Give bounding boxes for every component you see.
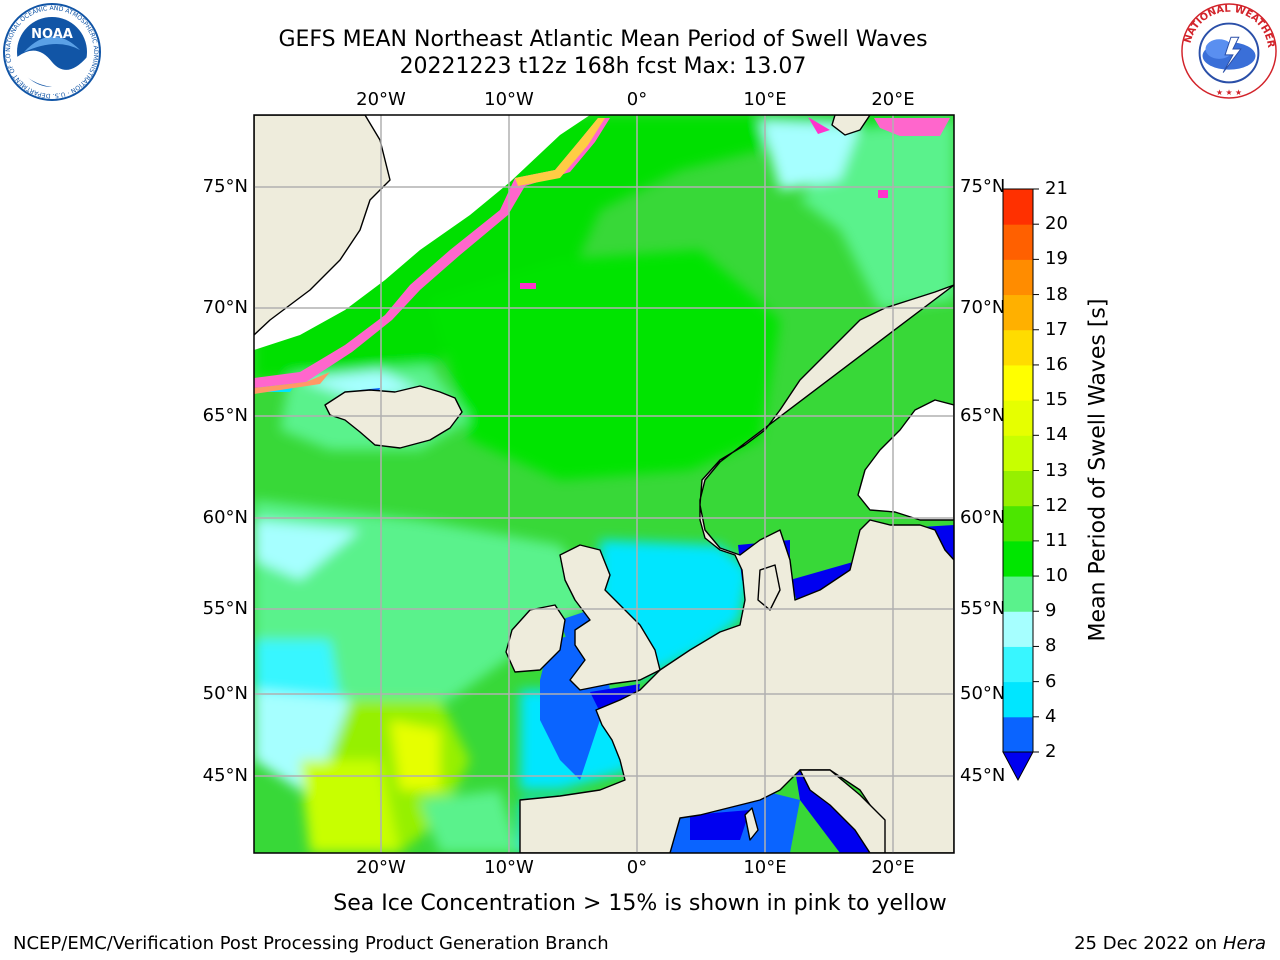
land-masses (254, 115, 954, 853)
colorbar-tick-label: 13 (1045, 459, 1068, 481)
lon-label-top-20e: 20°E (871, 89, 915, 110)
denmark (757, 564, 781, 611)
chart-title: GEFS MEAN Northeast Atlantic Mean Period… (278, 27, 928, 52)
colorbar-tick-label: 20 (1045, 213, 1068, 235)
colorbar-band (1003, 364, 1033, 401)
svalbard (831, 115, 871, 136)
colorbar-tick-label: 6 (1045, 670, 1057, 692)
colorbar-tick-label: 19 (1045, 248, 1068, 270)
lon-label-top-20w: 20°W (356, 89, 406, 110)
colorbar-tick-label: 16 (1045, 353, 1068, 375)
lat-label-right-70n: 70°N (960, 297, 1006, 318)
colorbar-band (1003, 716, 1033, 753)
noaa-logo-text: NOAA (31, 27, 73, 42)
footer-date-text: 25 Dec 2022 on (1074, 933, 1218, 954)
colorbar-tick-label: 2 (1045, 741, 1057, 762)
colorbar-band (1003, 646, 1033, 683)
colorbar-tick-label: 18 (1045, 283, 1068, 305)
lat-label-right-55n: 55°N (960, 598, 1006, 619)
colorbar-band (1003, 435, 1033, 471)
baltic-ice-area (857, 399, 954, 521)
lat-label-right-75n: 75°N (960, 176, 1006, 197)
lat-label-right-65n: 65°N (960, 405, 1006, 426)
footer-date: 25 Dec 2022 on Hera (1074, 933, 1266, 954)
colorbar-band (1003, 294, 1033, 331)
colorbar-band (1003, 224, 1033, 260)
colorbar-under-arrow (1002, 751, 1034, 782)
colorbar-label: Mean Period of Swell Waves [s] (1085, 298, 1111, 642)
lon-label-bottom-0: 0° (626, 857, 648, 878)
lat-label-left-60n: 60°N (202, 507, 248, 528)
noaa-logo: NATIONAL OCEANIC AND ATMOSPHERIC ADMINIS… (2, 2, 101, 101)
lat-label-left-65n: 65°N (202, 405, 248, 426)
lat-label-left-75n: 75°N (202, 176, 248, 197)
colorbar-tick-label: 4 (1045, 705, 1057, 727)
lat-label-left-45n: 45°N (202, 765, 248, 786)
europe-mainland (519, 284, 954, 853)
lat-label-right-50n: 50°N (960, 683, 1006, 704)
lon-label-top-10w: 10°W (484, 89, 534, 110)
colorbar-band (1003, 576, 1033, 612)
colorbar-band (1003, 400, 1033, 436)
lat-label-right-60n: 60°N (960, 507, 1006, 528)
colorbar-band (1003, 611, 1033, 647)
lon-label-bottom-20w: 20°W (356, 857, 406, 878)
lat-label-left-50n: 50°N (202, 683, 248, 704)
colorbar-tick-label: 9 (1045, 600, 1057, 622)
chart-subtitle: 20221223 t12z 168h fcst Max: 13.07 (399, 54, 807, 79)
lat-label-left-55n: 55°N (202, 598, 248, 619)
map-frame (253, 114, 955, 854)
sea-ice-note: Sea Ice Concentration > 15% is shown in … (333, 891, 947, 916)
colorbar-tick-label: 21 (1045, 178, 1068, 199)
colorbar-tick-label: 10 (1045, 565, 1068, 587)
colorbar-tick-label: 14 (1045, 424, 1068, 446)
lon-label-bottom-10w: 10°W (484, 857, 534, 878)
colorbar-tick-label: 11 (1045, 529, 1068, 551)
nws-logo: NATIONAL WEATHER SERVICE ★ ★ ★ (1180, 2, 1277, 99)
iceland (324, 385, 463, 449)
footer-machine: Hera (1222, 933, 1266, 954)
lon-label-bottom-20e: 20°E (871, 857, 915, 878)
great-britain (559, 544, 661, 691)
colorbar-tick-label: 12 (1045, 494, 1068, 516)
lat-label-left-70n: 70°N (202, 297, 248, 318)
corsica (744, 807, 759, 841)
colorbar-band (1003, 259, 1033, 296)
lon-label-top-10e: 10°E (743, 89, 787, 110)
lon-label-bottom-10e: 10°E (743, 857, 787, 878)
footer-credit: NCEP/EMC/Verification Post Processing Pr… (13, 933, 609, 954)
colorbar-band (1003, 681, 1033, 718)
colorbar-tick-label: 17 (1045, 318, 1068, 340)
lat-label-right-45n: 45°N (960, 765, 1006, 786)
colorbar-band (1003, 329, 1033, 366)
colorbar (1002, 188, 1039, 782)
svg-text:★ ★ ★: ★ ★ ★ (1216, 88, 1242, 97)
colorbar-band (1003, 540, 1033, 577)
colorbar-tick-label: 8 (1045, 635, 1057, 657)
colorbar-band (1003, 505, 1033, 542)
greenland (254, 115, 391, 336)
colorbar-band (1003, 189, 1033, 225)
map-area (254, 115, 954, 853)
gridlines (254, 115, 954, 853)
colorbar-tick-label: 15 (1045, 389, 1068, 411)
lon-label-top-0: 0° (626, 89, 648, 110)
colorbar-band (1003, 470, 1033, 507)
italy (799, 769, 886, 853)
